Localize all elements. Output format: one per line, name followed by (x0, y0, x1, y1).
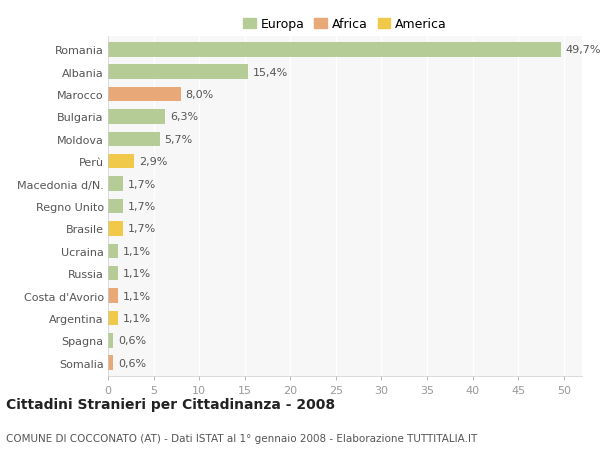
Bar (108, 177, 124, 191)
Text: 6,3%: 6,3% (170, 112, 198, 122)
Bar (108, 222, 124, 236)
Text: 1,7%: 1,7% (128, 179, 157, 189)
Text: 15,4%: 15,4% (253, 67, 288, 78)
Text: COMUNE DI COCCONATO (AT) - Dati ISTAT al 1° gennaio 2008 - Elaborazione TUTTITAL: COMUNE DI COCCONATO (AT) - Dati ISTAT al… (6, 433, 477, 442)
Text: 0,6%: 0,6% (118, 336, 146, 346)
Bar (108, 88, 181, 102)
Bar (108, 266, 118, 281)
Text: 1,1%: 1,1% (122, 313, 151, 323)
Bar (108, 289, 118, 303)
Text: 1,1%: 1,1% (122, 291, 151, 301)
Text: 1,1%: 1,1% (122, 269, 151, 279)
Text: 5,7%: 5,7% (164, 134, 193, 145)
Text: 0,6%: 0,6% (118, 358, 146, 368)
Bar (108, 244, 118, 258)
Text: 49,7%: 49,7% (566, 45, 600, 55)
Text: 8,0%: 8,0% (185, 90, 214, 100)
Bar (108, 333, 113, 348)
Bar (108, 43, 561, 57)
Bar (108, 110, 166, 124)
Text: 2,9%: 2,9% (139, 157, 167, 167)
Text: 1,1%: 1,1% (122, 246, 151, 256)
Bar (108, 199, 124, 214)
Text: Cittadini Stranieri per Cittadinanza - 2008: Cittadini Stranieri per Cittadinanza - 2… (6, 397, 335, 412)
Bar (108, 311, 118, 325)
Bar (108, 65, 248, 80)
Bar (108, 132, 160, 147)
Legend: Europa, Africa, America: Europa, Africa, America (241, 16, 449, 34)
Text: 1,7%: 1,7% (128, 224, 157, 234)
Bar (108, 356, 113, 370)
Text: 1,7%: 1,7% (128, 202, 157, 212)
Bar (108, 155, 134, 169)
